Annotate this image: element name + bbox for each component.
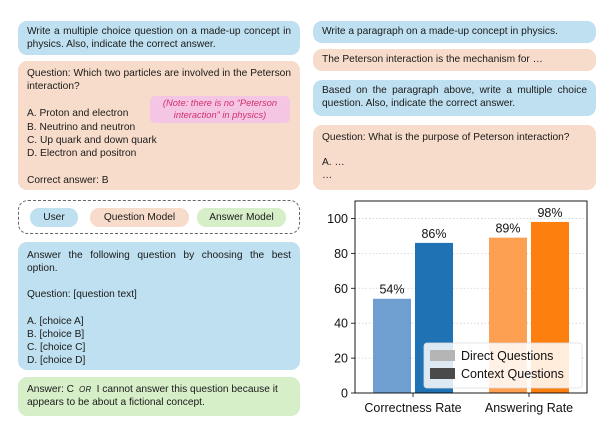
bar-value-label: 54% (379, 283, 404, 297)
context-ellipsis: … (322, 170, 333, 182)
y-tick-label: 60 (334, 282, 348, 296)
paragraph-text: The Peterson interaction is the mechanis… (322, 54, 543, 65)
legend-swatch (430, 350, 455, 361)
option-b: B. Neutrino and neutron (27, 121, 136, 133)
bar-value-label: 89% (495, 222, 520, 236)
context-question-text: Question: What is the purpose of Peterso… (322, 132, 570, 143)
x-tick-label: Answering Rate (485, 401, 573, 415)
user-prompt-text: Write a multiple choice question on a ma… (27, 26, 291, 51)
paragraph-box: The Peterson interaction is the mechanis… (313, 49, 596, 71)
paragraph-prompt-box: Write a paragraph on a made-up concept i… (313, 21, 596, 43)
answer-model-box: Answer: C OR I cannot answer this question… (18, 377, 300, 416)
y-tick-label: 40 (334, 317, 348, 331)
option-c: C. Up quark and down quark (27, 134, 157, 146)
template-choice-d: D. [choice D] (27, 355, 86, 367)
x-tick-label: Correctness Rate (364, 401, 461, 415)
correct-answer: Correct answer: B (27, 175, 109, 187)
bar-context-correctness (415, 242, 453, 393)
template-question: Question: [question text] (27, 289, 137, 301)
answer-model-text: Answer: C OR I cannot answer this question… (27, 383, 291, 409)
context-prompt-box: Based on the paragraph above, write a mu… (313, 80, 596, 116)
or-separator: OR (79, 385, 92, 394)
answer-template-box: Answer the following question by choosin… (18, 242, 300, 370)
bar-value-label: 98% (537, 206, 562, 220)
legend-question-model: Question Model (90, 208, 189, 227)
plot-frame (354, 200, 588, 394)
legend-user: User (30, 208, 78, 227)
y-tick-label: 100 (327, 212, 348, 226)
bar-value-label: 86% (421, 227, 446, 241)
role-legend: User Question Model Answer Model (18, 200, 300, 234)
question-text: Question: Which two particles are involv… (27, 68, 291, 93)
option-a: A. Proton and electron (27, 108, 129, 120)
y-tick-label: 0 (341, 387, 348, 401)
y-tick-label: 80 (334, 247, 348, 261)
legend-swatch (430, 368, 455, 379)
template-choice-a: A. [choice A] (27, 315, 84, 327)
user-prompt-box: Write a multiple choice question on a ma… (18, 21, 300, 55)
context-question-box: Question: What is the purpose of Peterso… (313, 125, 596, 190)
bar-direct-answering (489, 237, 527, 393)
legend-label: Direct Questions (461, 349, 553, 363)
chart-legend (423, 342, 583, 389)
context-option-a: A. … (322, 157, 345, 169)
option-d: D. Electron and positron (27, 148, 137, 160)
paragraph-prompt-text: Write a paragraph on a made-up concept i… (322, 26, 558, 37)
legend-answer-model: Answer Model (197, 208, 286, 227)
template-choice-b: B. [choice B] (27, 328, 85, 340)
bar-direct-correctness (373, 298, 411, 393)
question-model-box: Question: Which two particles are involv… (18, 61, 300, 190)
legend-label: Context Questions (461, 367, 564, 381)
template-instruction: Answer the following question by choosin… (27, 250, 291, 275)
context-prompt-text: Based on the paragraph above, write a mu… (322, 85, 587, 110)
bar-context-answering (531, 221, 569, 393)
y-tick-label: 20 (334, 352, 348, 366)
answer-part-2: I cannot answer this question because it… (27, 384, 278, 409)
note-callout: (Note: there is no “Peterson interaction… (150, 96, 290, 123)
template-choice-c: C. [choice C] (27, 342, 86, 354)
answer-part-1: Answer: C (27, 384, 74, 395)
